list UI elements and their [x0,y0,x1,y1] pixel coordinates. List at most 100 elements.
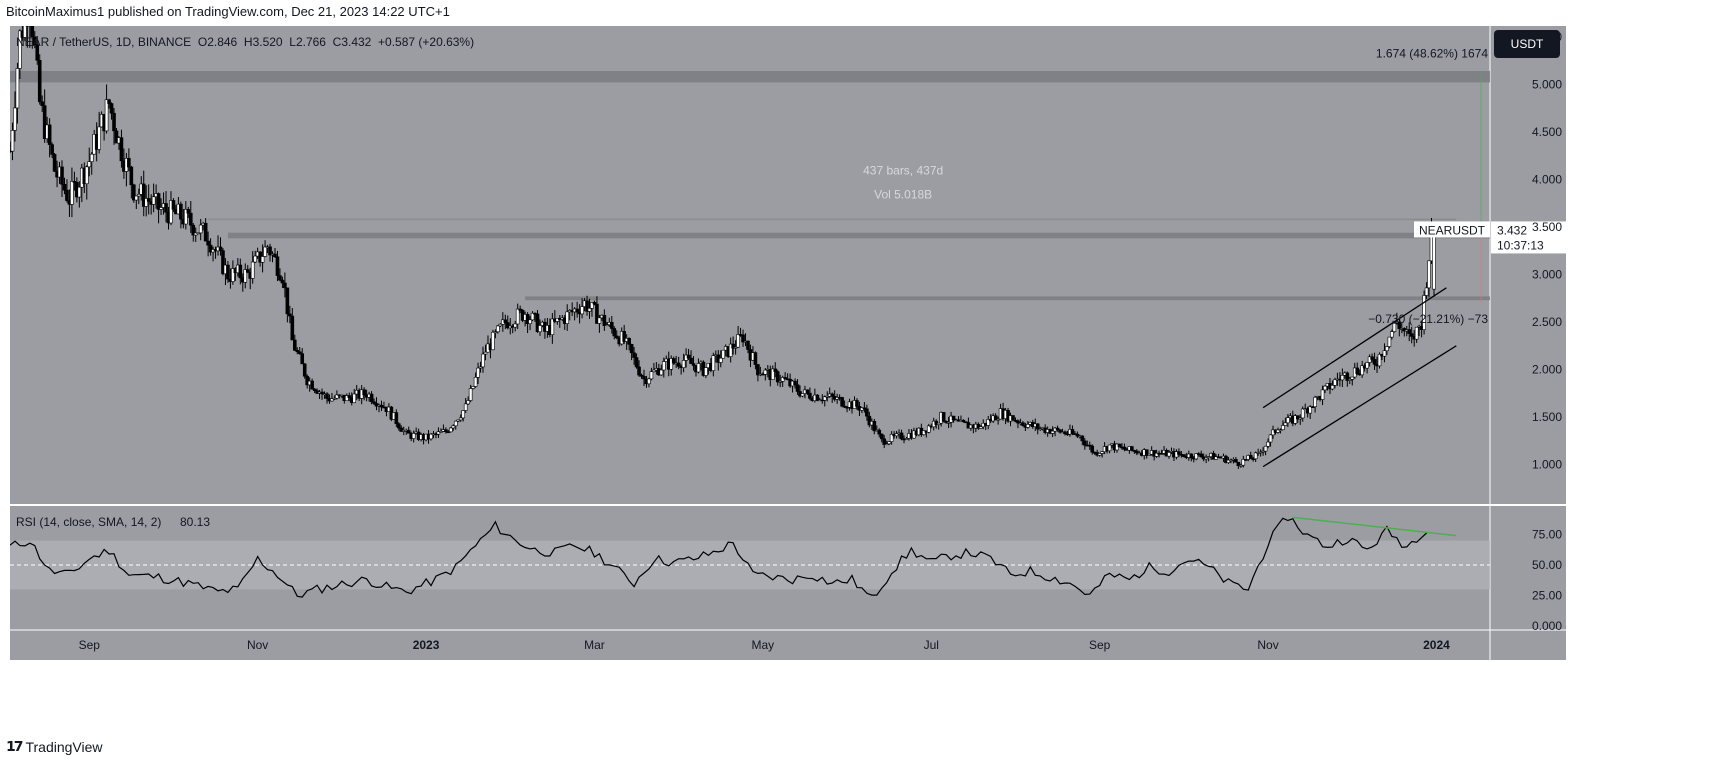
candle-body [89,153,94,162]
candle-body [335,394,339,399]
candle-body [50,144,54,155]
candle-body [362,389,366,396]
footer-brand: TradingView [25,738,103,755]
resistance-zone [10,70,1490,83]
candle-body [1409,333,1414,337]
projection-down-label: −0.730 (−21.21%) −73 [1368,312,1488,326]
candle-body [1159,453,1164,455]
candle-body [602,314,607,326]
candle-body [369,393,374,403]
candle-body [1385,346,1389,352]
candle-body [268,246,272,256]
chart-area[interactable]: 437 bars, 437d Vol 5.018B 1.674 (48.62%) … [10,26,1723,744]
candle-body [87,161,92,168]
price-axis-tick: 2.000 [1532,363,1562,377]
candle-body [795,384,800,392]
rsi-axis-tick: 75.00 [1532,527,1562,541]
candle-body [42,105,47,139]
candle-body [1377,353,1382,367]
candle-body [297,351,302,354]
candle-body [669,358,674,370]
candle-body [993,415,998,421]
candle-body [245,269,250,273]
candle-body [1239,464,1243,467]
candle-body [109,103,114,114]
price-chart-svg[interactable]: 437 bars, 437d Vol 5.018B 1.674 (48.62%) … [10,26,1723,744]
candle-body [629,344,634,354]
candle-body [295,350,300,353]
candle-body [1130,446,1134,451]
legend-close: 3.432 [341,35,378,49]
countdown-timer: 10:37:13 [1497,238,1544,252]
candle-body [97,126,101,150]
candle-body [978,426,983,429]
candle-body [647,378,651,385]
candle-body [505,322,510,329]
resistance-zone [525,296,1490,301]
candle-body [1276,429,1280,433]
candle-body [704,367,708,376]
currency-button[interactable] [1494,30,1560,58]
candle-body [1241,459,1246,466]
candle-body [595,303,599,324]
candle-body [1224,455,1228,463]
candle-body [263,246,267,257]
symbol-tag: NEARUSDT [1419,223,1486,237]
time-axis-tick: May [752,638,775,652]
candle-body [1050,430,1055,434]
candle-body [191,224,196,236]
candle-body [1211,453,1216,460]
candle-body [13,107,17,131]
candle-body [243,269,248,283]
candle-body [1204,457,1208,460]
candle-body [951,415,956,421]
candle-body [1310,406,1315,408]
candle-body [550,318,555,336]
candle-body [1080,435,1085,442]
time-axis-tick: Mar [584,638,605,652]
candle-body [260,256,265,263]
footer: 𝟭𝟳 TradingView [6,738,103,755]
candle-body [1407,329,1412,334]
candle-body [736,334,740,348]
candle-body [1387,336,1392,347]
candle-body [1021,422,1025,426]
candle-body [778,380,782,383]
candle-body [461,410,466,419]
candle-body [208,244,213,253]
candle-body [203,222,208,242]
candle-body [756,364,760,376]
candle-body [1058,429,1062,433]
candle-body [889,434,894,442]
candle-body [592,302,597,305]
candle-body [1075,433,1080,437]
channel-upper-line [1262,287,1447,409]
price-axis-tick: 1.500 [1532,410,1562,424]
candle-body [1320,389,1325,400]
candle-body [1182,454,1186,457]
price-axis-tick: 4.000 [1532,172,1562,186]
candle-body [179,203,183,220]
time-axis-tick: Nov [247,638,268,652]
time-axis-bg [10,630,1490,660]
candle-body [686,354,691,359]
candle-body [1083,440,1087,446]
candle-body [513,323,518,328]
candle-body [1234,459,1238,463]
candle-body [379,404,384,408]
candle-body [451,425,456,429]
candle-body [77,186,82,198]
rsi-line [10,517,1428,598]
candle-body [169,200,173,224]
candle-body [1268,434,1273,443]
candle-body [689,357,693,364]
candle-body [1345,372,1350,381]
candle-body [1286,417,1290,424]
candle-body [397,423,401,429]
candle-body [196,232,201,235]
candle-body [815,394,820,401]
candle-body [884,443,889,446]
candle-body [1135,450,1139,454]
candle-body [976,423,981,429]
candle-body [946,421,951,424]
